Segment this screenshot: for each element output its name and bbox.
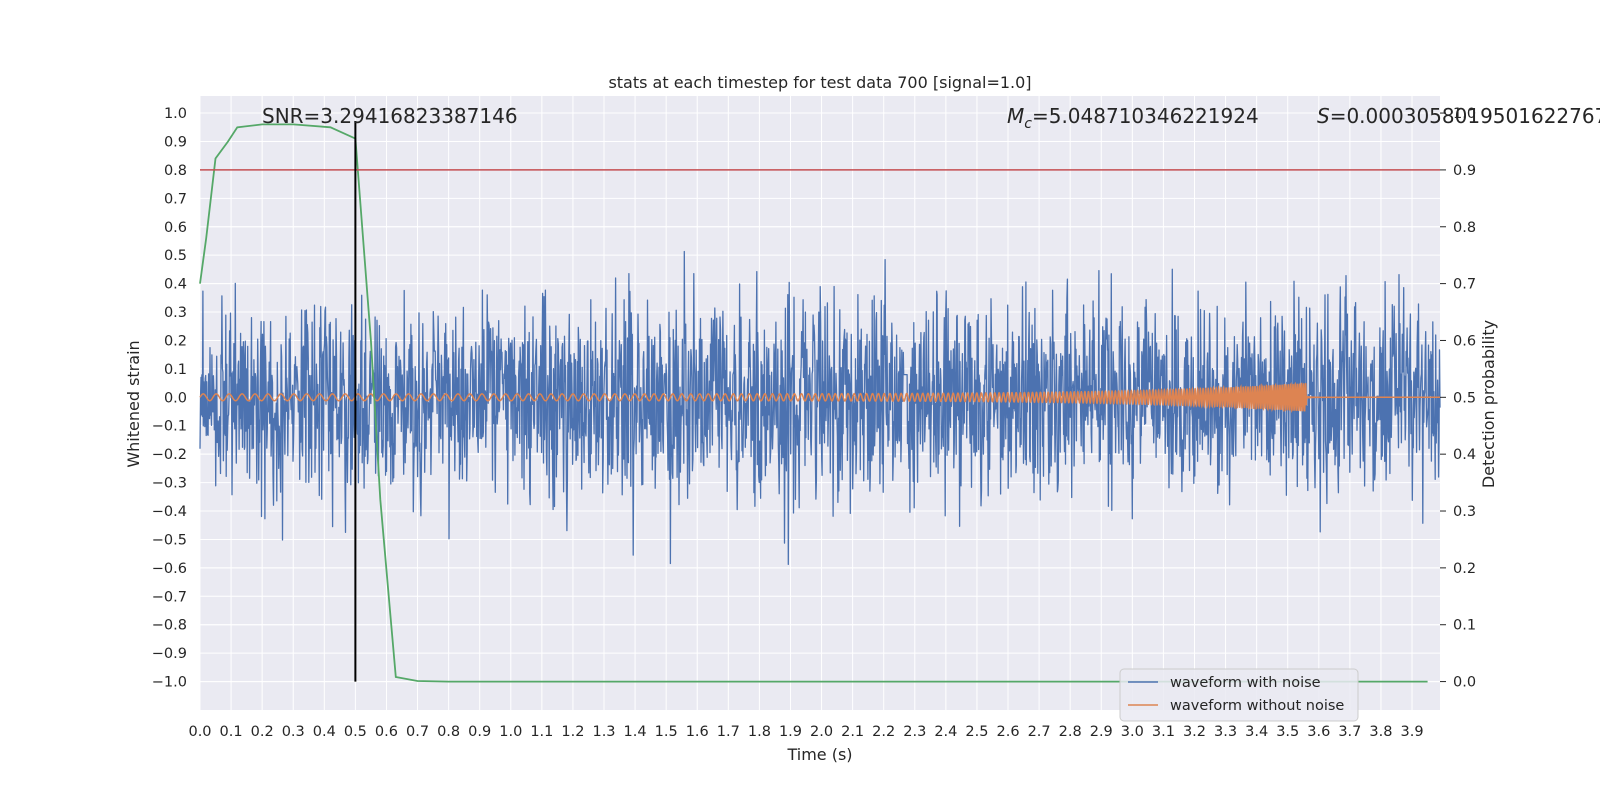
overlays [200, 121, 1440, 682]
y-tick-label: −0.4 [152, 504, 187, 520]
y-tick-label: −0.5 [152, 532, 187, 548]
chirp-mass-value: =5.048710346221924 [1032, 104, 1259, 128]
x-tick-label: 2.0 [810, 724, 833, 740]
x-tick-label: 0.7 [406, 724, 429, 740]
x-tick-label: 2.9 [1090, 724, 1113, 740]
y2-tick-label: 0.2 [1453, 561, 1476, 577]
x-tick-label: 1.1 [530, 724, 553, 740]
x-tick-label: 3.8 [1369, 724, 1392, 740]
y-tick-label: 0.4 [164, 277, 187, 293]
noise-waveform-line [199, 250, 1441, 566]
y-tick-label: 1.0 [164, 106, 187, 122]
x-tick-label: 0.8 [437, 724, 460, 740]
y-tick-label: 0.8 [164, 163, 187, 179]
chirp-mass-annotation: Mc=5.048710346221924 [1007, 104, 1259, 132]
x-tick-label: 0.4 [313, 724, 336, 740]
y2-tick-labels: 1.0 0.9 0.8 0.7 0.6 0.5 0.4 0.3 0.2 0.1 0.0 [1440, 106, 1476, 691]
x-tick-label: 1.2 [561, 724, 584, 740]
x-tick-label: 2.6 [996, 724, 1019, 740]
clean-waveform-line [199, 381, 1440, 414]
x-tick-label: 1.3 [592, 724, 615, 740]
y-tick-label: −1.0 [152, 675, 187, 691]
x-tick-label: 3.4 [1245, 724, 1268, 740]
series-detection-probability [199, 123, 1428, 683]
legend-label-clean: waveform without noise [1170, 698, 1344, 714]
y2-tick-label: 0.5 [1453, 390, 1476, 406]
spin-symbol: S [1317, 104, 1330, 128]
x-tick-label: 2.4 [934, 724, 957, 740]
y-tick-labels: 1.0 0.9 0.8 0.7 0.6 0.5 0.4 0.3 0.2 0.1 0.0 −0.1 −0.… [152, 106, 187, 691]
y2-tick-label: 0.6 [1453, 333, 1476, 349]
chart-title: stats at each timestep for test data 700… [608, 73, 1031, 92]
y-tick-label: −0.9 [152, 646, 187, 662]
y-tick-label: 0.7 [164, 191, 187, 207]
y-tick-label: −0.3 [152, 476, 187, 492]
y2-tick-label: 0.7 [1453, 277, 1476, 293]
y2-tick-label: 0.0 [1453, 675, 1476, 691]
x-tick-label: 2.1 [841, 724, 864, 740]
y2-tick-label: 0.4 [1453, 447, 1476, 463]
x-tick-label: 3.7 [1338, 724, 1361, 740]
y2-axis-label: Detection probability [1479, 320, 1498, 488]
x-tick-label: 1.8 [748, 724, 771, 740]
x-tick-label: 3.5 [1276, 724, 1299, 740]
chirp-mass-symbol: M [1007, 104, 1024, 128]
x-tick-label: 0.5 [344, 724, 367, 740]
legend: waveform with noise waveform without noi… [1119, 668, 1359, 722]
snr-annotation: SNR=3.29416823387146 [262, 104, 518, 128]
x-tick-labels: 0.0 0.1 0.2 0.3 0.4 0.5 0.6 0.7 0.8 0.9 1.0 1.1 1.2 1… [188, 724, 1423, 740]
y-axis-label: Whitened strain [124, 340, 143, 467]
x-tick-label: 1.4 [624, 724, 647, 740]
x-tick-label: 3.3 [1214, 724, 1237, 740]
x-tick-label: 0.1 [220, 724, 243, 740]
y-tick-label: 0.1 [164, 362, 187, 378]
y2-tick-label: 0.8 [1453, 220, 1476, 236]
x-tick-label: 3.1 [1152, 724, 1175, 740]
x-tick-label: 1.9 [779, 724, 802, 740]
y2-tick-label: 1.0 [1453, 106, 1476, 122]
x-tick-label: 0.0 [188, 724, 211, 740]
y-tick-label: −0.2 [152, 447, 187, 463]
spin-annotation: S=0.0003058019501622767 [1317, 104, 1600, 128]
x-tick-label: 2.5 [965, 724, 988, 740]
y-tick-label: 0.5 [164, 248, 187, 264]
x-tick-label: 1.5 [655, 724, 678, 740]
series-waveform-with-noise [199, 250, 1441, 566]
legend-label-noise: waveform with noise [1170, 675, 1321, 691]
x-tick-label: 1.7 [717, 724, 740, 740]
y-tick-label: −0.1 [152, 419, 187, 435]
y-tick-label: 0.0 [164, 390, 187, 406]
x-tick-label: 2.8 [1059, 724, 1082, 740]
chirp-mass-subscript: c [1024, 116, 1032, 132]
y2-tick-label: 0.3 [1453, 504, 1476, 520]
x-tick-label: 0.2 [251, 724, 274, 740]
y2-tick-label: 0.1 [1453, 618, 1476, 634]
x-tick-label: 2.3 [903, 724, 926, 740]
x-tick-label: 0.6 [375, 724, 398, 740]
x-tick-label: 0.3 [282, 724, 305, 740]
x-tick-label: 1.0 [499, 724, 522, 740]
y-tick-label: −0.6 [152, 561, 187, 577]
legend-box [1119, 668, 1359, 722]
x-tick-label: 2.7 [1028, 724, 1051, 740]
y-tick-label: 0.6 [164, 220, 187, 236]
x-tick-label: 3.0 [1121, 724, 1144, 740]
x-tick-label: 1.6 [686, 724, 709, 740]
y2-tick-label: 0.9 [1453, 163, 1476, 179]
y-tick-label: −0.7 [152, 589, 187, 605]
y-tick-label: 0.9 [164, 134, 187, 150]
x-tick-label: 3.2 [1183, 724, 1206, 740]
x-tick-label: 0.9 [468, 724, 491, 740]
y-tick-label: −0.8 [152, 618, 187, 634]
y-tick-label: 0.2 [164, 333, 187, 349]
x-tick-label: 3.6 [1307, 724, 1330, 740]
x-tick-label: 3.9 [1400, 724, 1423, 740]
x-tick-label: 2.2 [872, 724, 895, 740]
y-tick-label: 0.3 [164, 305, 187, 321]
x-axis-label: Time (s) [786, 745, 852, 764]
spin-value: =0.0003058019501622767 [1330, 104, 1600, 128]
series-waveform-without-noise [199, 381, 1440, 414]
detection-probability-line [199, 123, 1428, 683]
